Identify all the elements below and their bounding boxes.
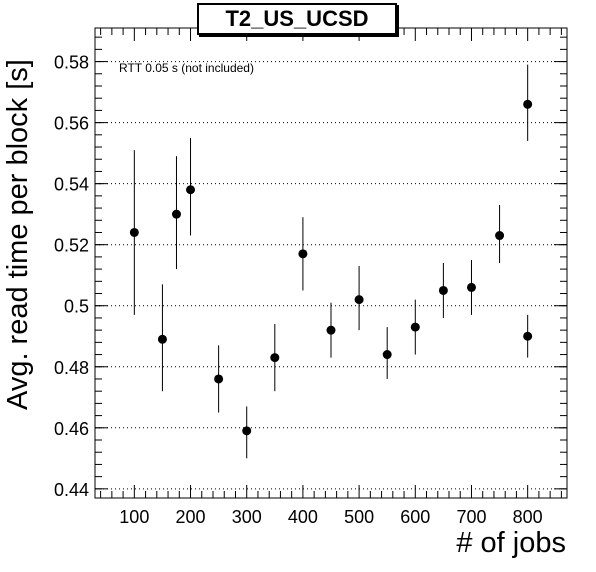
x-tick-label: 600 — [400, 507, 430, 527]
x-tick-label: 800 — [513, 507, 543, 527]
x-axis-label: # of jobs — [456, 527, 566, 559]
data-point — [523, 331, 533, 341]
data-point — [523, 99, 533, 109]
x-tick-label: 700 — [456, 507, 486, 527]
data-point — [129, 227, 139, 237]
y-tick-label: 0.54 — [54, 175, 89, 195]
data-point — [186, 185, 196, 195]
data-point — [354, 295, 364, 305]
data-point — [438, 285, 448, 295]
data-point — [214, 374, 224, 384]
y-tick-label: 0.44 — [54, 480, 89, 500]
y-tick-label: 0.58 — [54, 53, 89, 73]
data-point — [495, 231, 505, 241]
y-tick-label: 0.5 — [64, 297, 89, 317]
data-point — [410, 322, 420, 332]
rtt-annotation: RTT 0.05 s (not included) — [119, 61, 254, 75]
data-point — [270, 353, 280, 363]
gridlines — [95, 61, 567, 490]
tick-labels: 0.44 0.46 0.48 0.5 0.52 0.54 0.56 0.58 100 200 300… — [54, 53, 543, 527]
x-tick-label: 500 — [344, 507, 374, 527]
y-tick-label: 0.46 — [54, 419, 89, 439]
x-tick-label: 100 — [119, 507, 149, 527]
data-point — [157, 334, 167, 344]
y-tick-label: 0.48 — [54, 358, 89, 378]
data-points — [129, 99, 533, 436]
x-tick-label: 200 — [176, 507, 206, 527]
x-tick-label: 400 — [288, 507, 318, 527]
data-point — [171, 209, 181, 219]
error-bars — [133, 64, 529, 459]
y-tick-label: 0.52 — [54, 236, 89, 256]
data-point — [298, 249, 308, 259]
data-point — [466, 282, 476, 292]
chart-title: T2_US_UCSD — [197, 3, 397, 35]
x-tick-label: 300 — [232, 507, 262, 527]
y-axis-label: Avg. read time per block [s] — [2, 59, 34, 410]
data-point — [326, 325, 336, 335]
y-tick-label: 0.56 — [54, 114, 89, 134]
data-point — [242, 426, 252, 436]
data-point — [382, 350, 392, 360]
